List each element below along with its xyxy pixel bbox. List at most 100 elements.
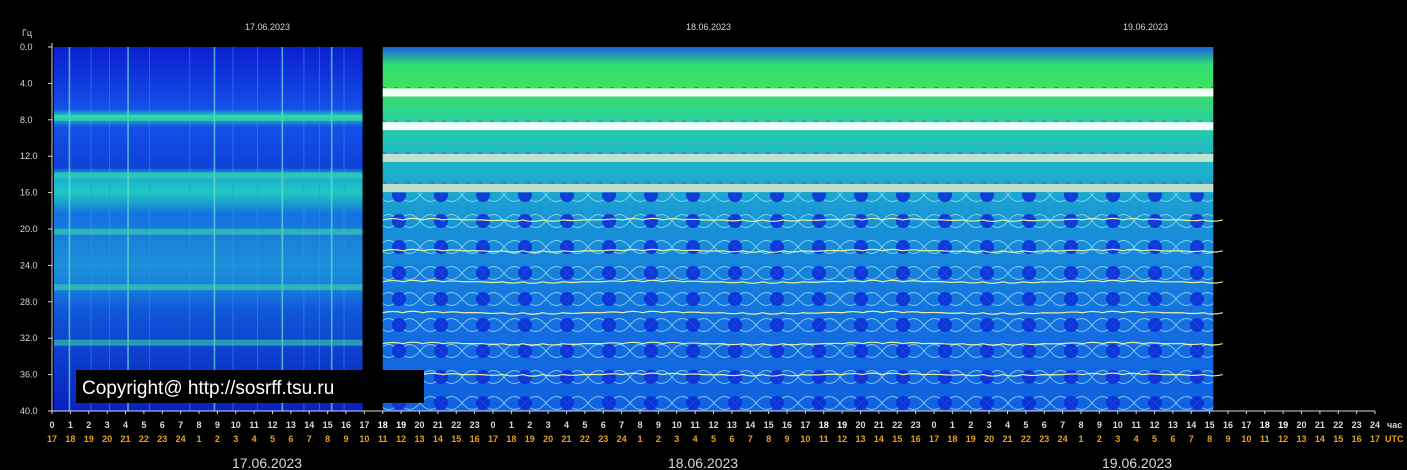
x-axis-unit-local: час: [1387, 420, 1402, 430]
date-bottom-1: 17.06.2023: [232, 455, 302, 470]
date-top-1: 17.06.2023: [245, 22, 290, 32]
x-tick-utc: 10: [1241, 434, 1251, 444]
x-tick-local: 16: [782, 420, 792, 430]
schumann-band: [54, 339, 363, 346]
x-tick-utc: 17: [1370, 434, 1380, 444]
x-tick-local: 18: [819, 420, 829, 430]
x-tick-local: 16: [1223, 420, 1233, 430]
x-tick-utc: 2: [1097, 434, 1102, 444]
x-tick-local: 12: [267, 420, 277, 430]
x-tick-local: 21: [433, 420, 443, 430]
x-tick-utc: 1: [637, 434, 642, 444]
x-tick-local: 19: [396, 420, 406, 430]
x-tick-local: 2: [86, 420, 91, 430]
x-tick-utc: 14: [1315, 434, 1325, 444]
x-tick-utc: 14: [433, 434, 443, 444]
x-tick-utc: 12: [837, 434, 847, 444]
x-tick-local: 8: [1078, 420, 1083, 430]
x-tick-utc: 9: [343, 434, 348, 444]
hot-band: [382, 122, 1214, 131]
x-tick-local: 9: [656, 420, 661, 430]
x-tick-local: 2: [968, 420, 973, 430]
x-tick-local: 3: [105, 420, 110, 430]
x-tick-local: 13: [1168, 420, 1178, 430]
x-tick-utc: 19: [525, 434, 535, 444]
harmonic-line: [382, 372, 1223, 377]
x-tick-local: 11: [1131, 420, 1141, 430]
y-tick-label: 24.0: [20, 260, 38, 270]
y-tick-label: 32.0: [20, 333, 38, 343]
x-tick-utc: 11: [819, 434, 829, 444]
x-tick-local: 17: [800, 420, 810, 430]
x-tick-utc: 23: [157, 434, 167, 444]
schumann-band: [54, 172, 363, 179]
x-tick-utc: 17: [47, 434, 57, 444]
schumann-band: [54, 228, 363, 235]
x-tick-local: 4: [1005, 420, 1010, 430]
x-tick-utc: 7: [1189, 434, 1194, 444]
x-tick-utc: 22: [580, 434, 590, 444]
x-tick-utc: 7: [748, 434, 753, 444]
x-tick-local: 24: [1370, 420, 1380, 430]
x-tick-utc: 15: [451, 434, 461, 444]
x-tick-local: 14: [745, 420, 755, 430]
y-tick-label: 4.0: [20, 78, 33, 88]
x-tick-local: 0: [931, 420, 936, 430]
x-tick-local: 5: [141, 420, 146, 430]
x-tick-utc: 16: [911, 434, 921, 444]
x-tick-local: 1: [950, 420, 955, 430]
x-tick-utc: 8: [1207, 434, 1212, 444]
harmonic-line: [382, 217, 1223, 222]
hot-band: [382, 154, 1214, 163]
x-tick-local: 14: [1186, 420, 1196, 430]
x-tick-utc: 18: [65, 434, 75, 444]
x-tick-local: 20: [855, 420, 865, 430]
hot-band: [382, 184, 1214, 193]
x-tick-utc: 24: [1058, 434, 1068, 444]
x-tick-local: 9: [1097, 420, 1102, 430]
x-tick-local: 18: [378, 420, 388, 430]
x-axis: 0 1 2 3 4 5 6 7 8 9 10 11 12 13 14 15 16 17 18 19 20 21 22 23 0 1…: [47, 411, 1380, 444]
x-tick-local: 23: [1352, 420, 1362, 430]
x-tick-utc: 3: [1115, 434, 1120, 444]
x-tick-local: 15: [1205, 420, 1215, 430]
x-tick-local: 10: [1113, 420, 1123, 430]
x-tick-utc: 10: [800, 434, 810, 444]
x-tick-local: 12: [708, 420, 718, 430]
y-tick-label: 40.0: [20, 406, 38, 416]
x-tick-local: 2: [527, 420, 532, 430]
x-tick-utc: 7: [307, 434, 312, 444]
harmonic-line: [382, 248, 1223, 253]
x-tick-utc: 4: [1134, 434, 1139, 444]
x-tick-local: 17: [359, 420, 369, 430]
x-tick-utc: 2: [656, 434, 661, 444]
x-tick-local: 20: [414, 420, 424, 430]
x-tick-utc: 15: [1333, 434, 1343, 444]
x-tick-utc: 20: [543, 434, 553, 444]
x-tick-local: 9: [215, 420, 220, 430]
x-tick-local: 0: [490, 420, 495, 430]
y-tick-label: 20.0: [20, 224, 38, 234]
harmonic-line: [382, 279, 1223, 284]
x-tick-local: 14: [304, 420, 314, 430]
interference-lattice: [382, 192, 1214, 411]
x-tick-utc: 4: [693, 434, 698, 444]
x-tick-utc: 6: [288, 434, 293, 444]
x-tick-utc: 16: [1352, 434, 1362, 444]
x-tick-utc: 24: [617, 434, 627, 444]
x-tick-local: 1: [68, 420, 73, 430]
x-tick-local: 3: [546, 420, 551, 430]
copyright-box: [76, 370, 424, 403]
x-tick-local: 23: [470, 420, 480, 430]
x-tick-local: 13: [727, 420, 737, 430]
plot-area: [51, 43, 1375, 412]
x-tick-local: 4: [564, 420, 569, 430]
x-tick-local: 21: [1315, 420, 1325, 430]
schumann-band: [54, 114, 363, 121]
x-tick-local: 22: [1333, 420, 1343, 430]
x-tick-local: 19: [837, 420, 847, 430]
date-top-2: 18.06.2023: [686, 22, 731, 32]
x-tick-local: 1: [509, 420, 514, 430]
x-tick-utc: 12: [1278, 434, 1288, 444]
